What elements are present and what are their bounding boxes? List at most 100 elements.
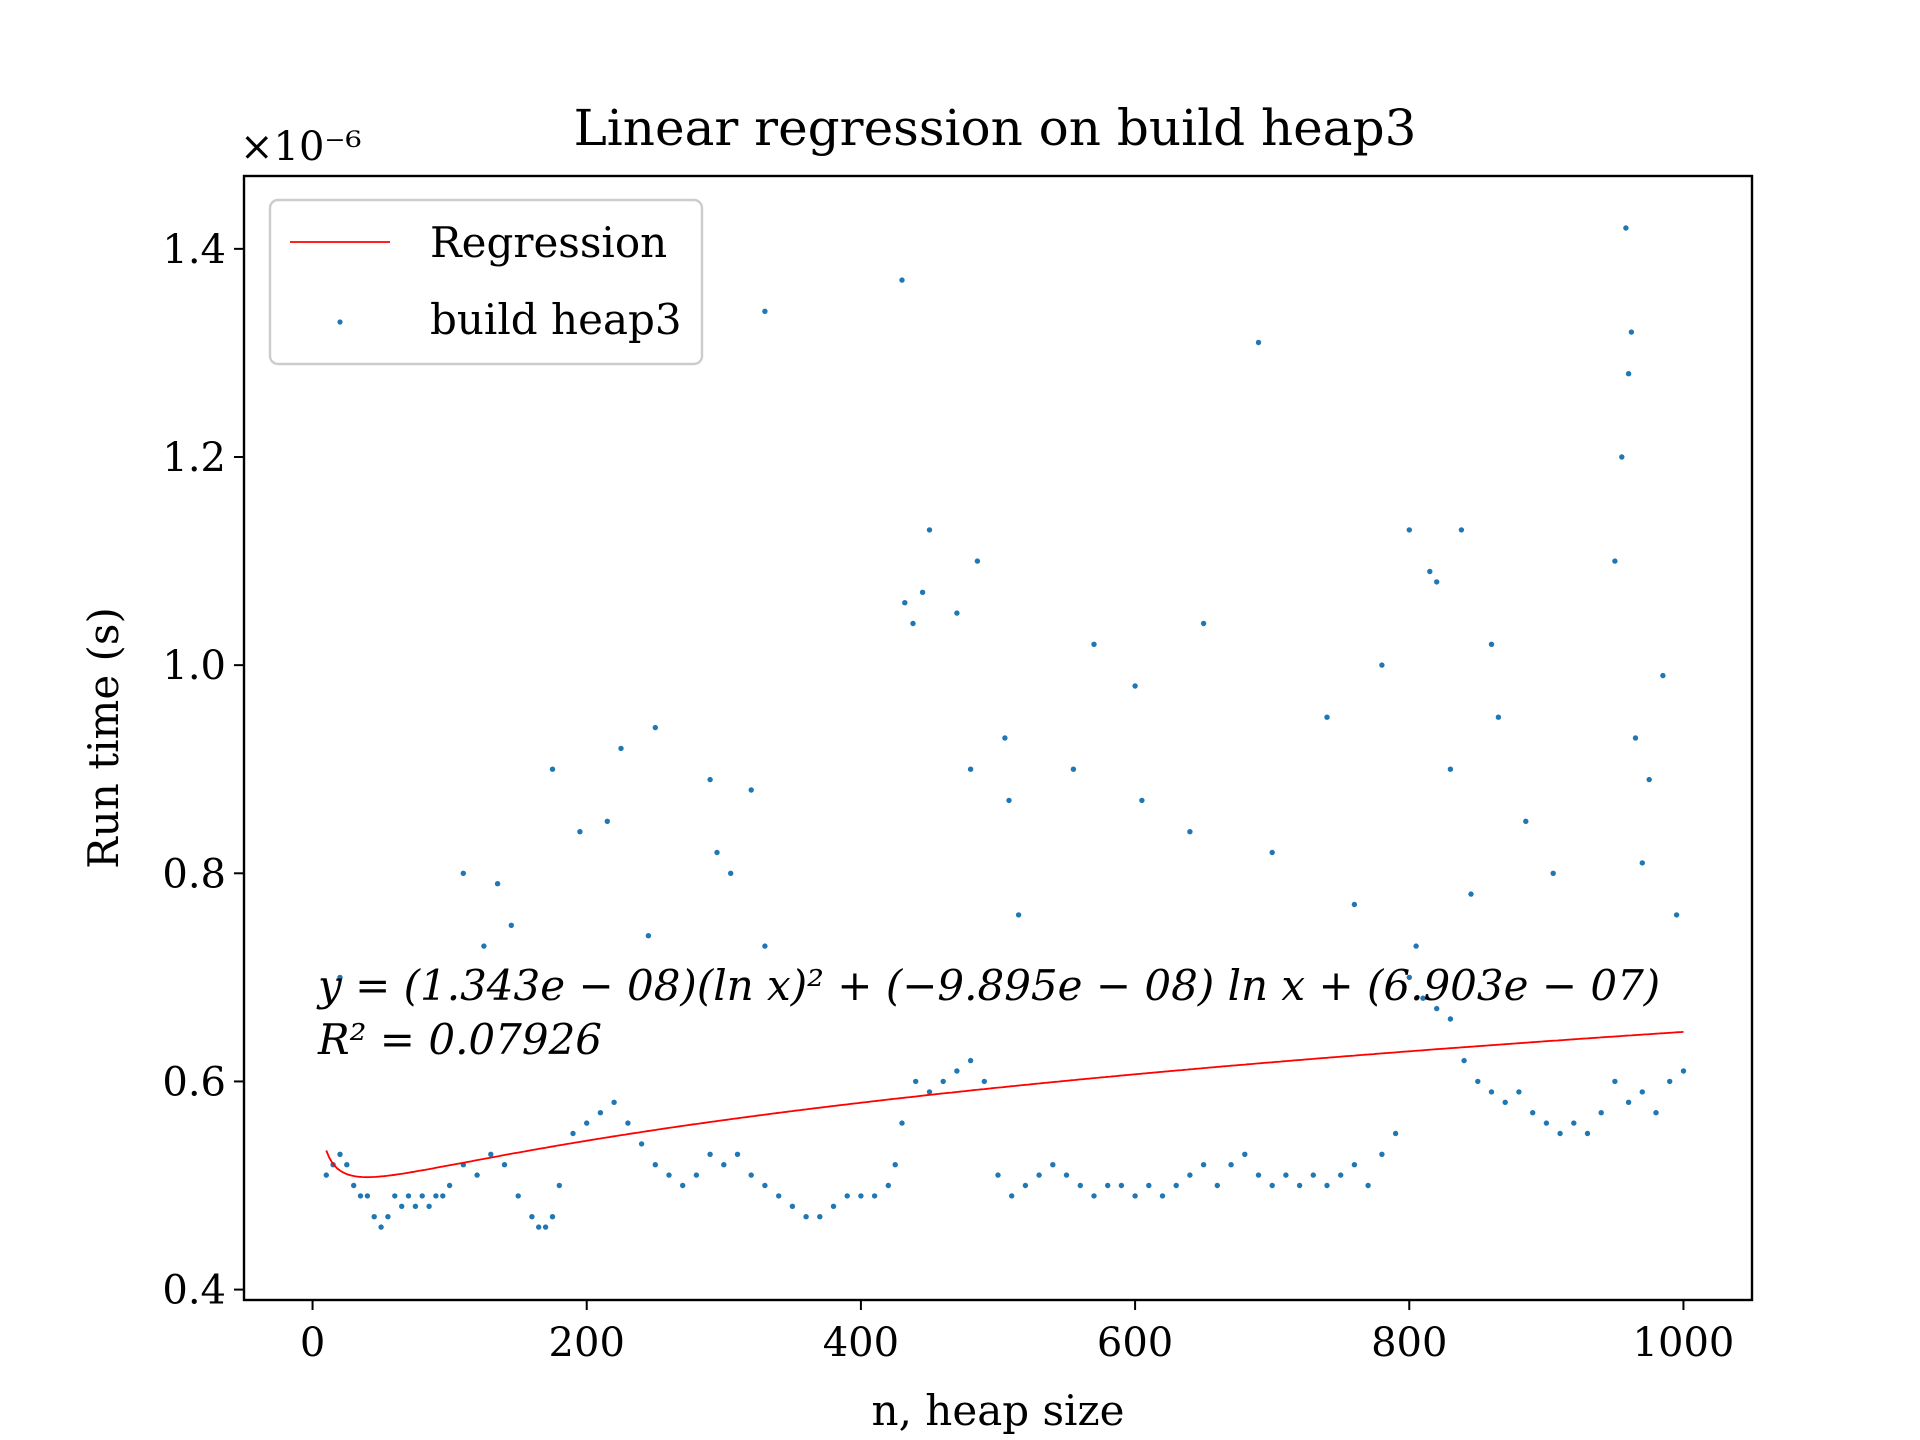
scatter-point [618, 745, 624, 752]
scatter-point [1612, 558, 1618, 564]
scatter-point [1434, 1005, 1440, 1012]
scatter-point [440, 1193, 446, 1199]
scatter-point [577, 829, 583, 835]
scatter-point [1598, 1110, 1604, 1116]
scatter-point [1584, 1130, 1591, 1137]
scatter-point [1557, 1130, 1563, 1137]
scatter-point [645, 933, 652, 939]
y-tick-label: 0.8 [162, 851, 226, 897]
y-tick-label: 0.6 [162, 1059, 226, 1105]
scatter-point [714, 849, 720, 856]
scatter-point [474, 1172, 480, 1178]
scatter-point [371, 1214, 377, 1220]
scatter-point [1200, 1162, 1207, 1168]
scatter-point [446, 1182, 453, 1189]
scatter-point [323, 1172, 329, 1178]
scatter-point [1468, 891, 1474, 897]
scatter-point [1447, 766, 1454, 772]
scatter-point [954, 1068, 960, 1074]
scatter-point [1036, 1172, 1042, 1178]
scatter-point [1173, 1182, 1179, 1189]
scatter-point [871, 1193, 878, 1199]
scatter-point [1146, 1182, 1152, 1189]
scatter-point [1269, 849, 1275, 856]
scatter-point [1070, 766, 1077, 772]
scatter-point [926, 527, 933, 533]
scatter-point [1139, 797, 1145, 804]
scatter-point [789, 1203, 796, 1210]
scatter-point [1132, 683, 1138, 689]
scatter-point [919, 589, 926, 595]
scatter-point [974, 558, 981, 564]
chart-title: Linear regression on build heap3 [574, 99, 1417, 157]
scatter-point [378, 1224, 384, 1230]
scatter-point [1379, 1151, 1385, 1158]
r-squared-annotation: R² = 0.07926 [317, 1015, 602, 1064]
scatter-point [1296, 1182, 1303, 1189]
scatter-point [1673, 912, 1680, 918]
scatter-point [680, 1182, 686, 1189]
scatter-point [1632, 735, 1639, 741]
scatter-point [392, 1193, 398, 1199]
scatter-point [652, 724, 658, 731]
x-tick-label: 400 [823, 1320, 899, 1366]
scatter-point [1002, 735, 1008, 741]
scatter-point [1118, 1182, 1125, 1189]
scatter-point [666, 1172, 672, 1178]
scatter-point [776, 1193, 782, 1199]
scatter-point [1159, 1193, 1166, 1199]
scatter-point [1351, 1162, 1358, 1168]
scatter-point [1653, 1110, 1659, 1116]
scatter-point [364, 1193, 371, 1199]
scatter-point [556, 1182, 562, 1189]
scatter-point [405, 1193, 412, 1199]
scatter-point [1009, 1193, 1015, 1199]
scatter-point [1571, 1120, 1577, 1126]
scatter-point [1228, 1162, 1234, 1168]
scatter-point [1200, 620, 1207, 627]
scatter-point [1628, 329, 1635, 335]
scatter-point [1612, 1078, 1618, 1085]
scatter-point [488, 1151, 494, 1158]
scatter-point [611, 1099, 617, 1106]
scatter-point [1406, 974, 1413, 981]
scatter-point [1639, 1089, 1646, 1095]
scatter-point [1310, 1172, 1317, 1178]
scatter-point [762, 1182, 768, 1189]
legend-regression-label: Regression [430, 218, 667, 267]
scatter-point [604, 818, 610, 824]
scatter-point [1488, 1089, 1495, 1095]
scatter-point [570, 1130, 576, 1137]
x-axis-label: n, heap size [872, 1386, 1125, 1435]
scatter-point [536, 1224, 542, 1230]
legend: Regression build heap3 [268, 198, 704, 366]
scatter-point [1488, 641, 1495, 647]
scatter-point [1680, 1068, 1687, 1074]
scatter-point [1502, 1099, 1508, 1106]
scatter-point [337, 974, 343, 981]
scatter-point [1255, 1172, 1262, 1178]
scatter-point [1015, 912, 1022, 918]
scatter-point [1447, 1016, 1454, 1022]
scatter-point [910, 620, 916, 627]
scatter-point [926, 1089, 933, 1095]
scatter-point [412, 1203, 419, 1210]
scatter-point [1427, 568, 1433, 575]
scatter-point [748, 1172, 754, 1178]
scatter-point [1105, 1182, 1111, 1189]
plot-area [323, 225, 1687, 1230]
scatter-point [1006, 797, 1012, 804]
y-tick-label: 1.2 [162, 435, 226, 481]
x-tick-label: 800 [1371, 1320, 1447, 1366]
scatter-point [844, 1193, 850, 1199]
scatter-point [693, 1172, 700, 1178]
regression-equation: y = (1.343e − 08)(ln x)² + (−9.895e − 08… [316, 961, 1660, 1010]
scatter-point [995, 1172, 1001, 1178]
scatter-point [1639, 860, 1646, 866]
scatter-point [1365, 1182, 1371, 1189]
scatter-point [460, 870, 466, 876]
legend-frame [268, 198, 704, 366]
scatter-point [967, 766, 974, 772]
x-axis: 0 200 400 600 800 1000 [300, 1300, 1734, 1366]
